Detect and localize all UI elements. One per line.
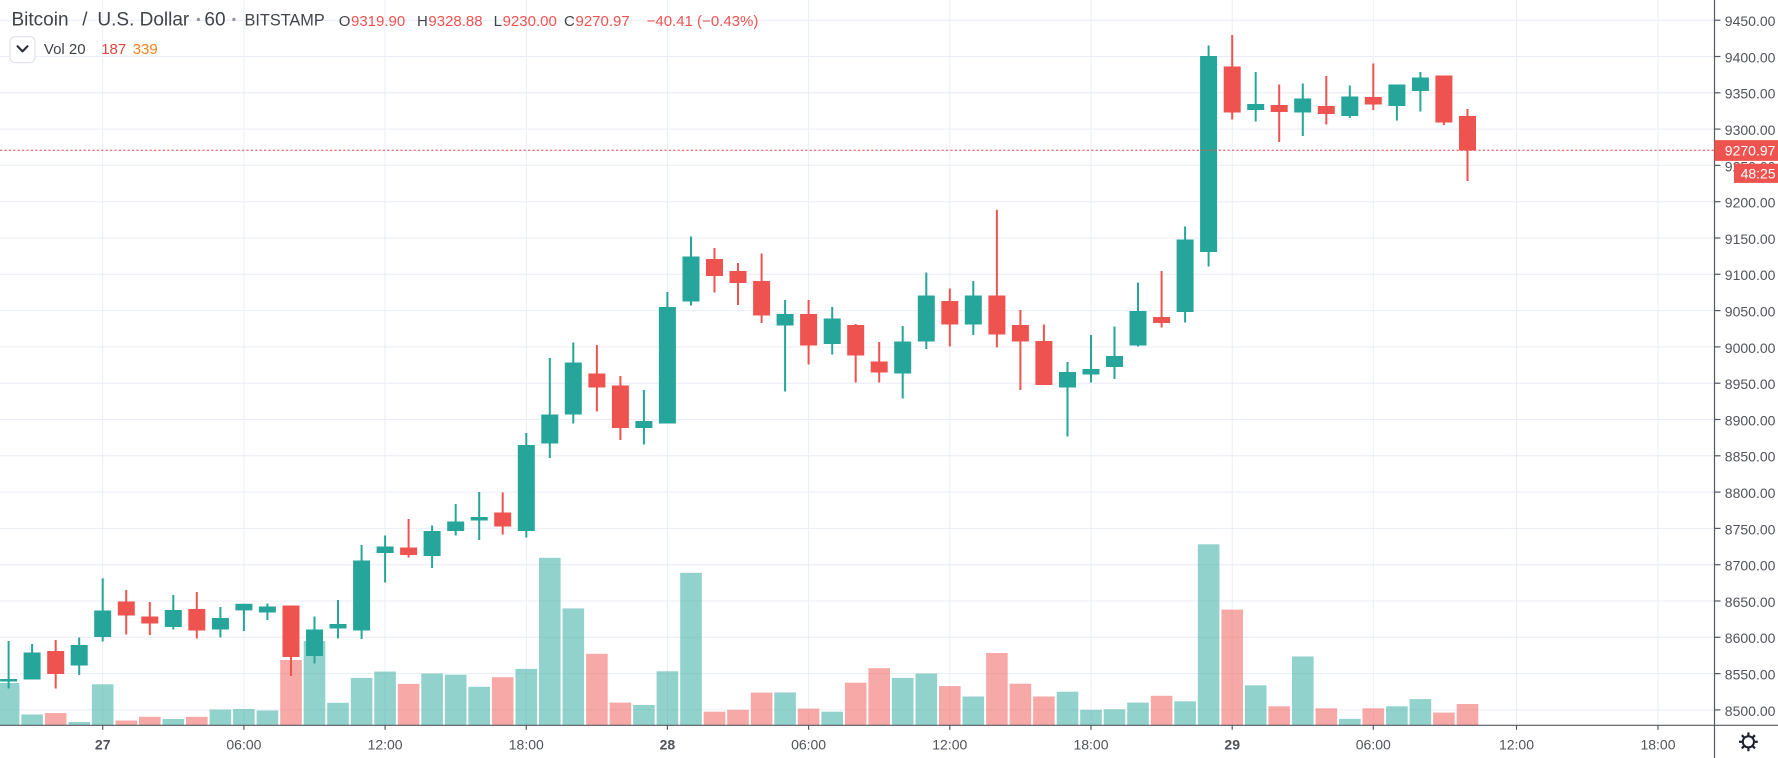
svg-text:9200.00: 9200.00 xyxy=(1725,195,1776,211)
svg-text:06:00: 06:00 xyxy=(791,737,826,753)
svg-text:O: O xyxy=(339,13,351,30)
svg-text:H: H xyxy=(417,13,428,30)
svg-text:8750.00: 8750.00 xyxy=(1725,521,1776,537)
svg-text:8600.00: 8600.00 xyxy=(1725,630,1776,646)
svg-text:/: / xyxy=(82,10,88,31)
svg-text:9270.97: 9270.97 xyxy=(1725,143,1776,159)
svg-text:9270.97: 9270.97 xyxy=(576,13,630,30)
svg-text:12:00: 12:00 xyxy=(1499,737,1534,753)
svg-text:C: C xyxy=(564,13,575,30)
svg-text:BITSTAMP: BITSTAMP xyxy=(245,12,325,30)
svg-text:Vol 20: Vol 20 xyxy=(44,41,86,58)
svg-text:28: 28 xyxy=(660,737,676,753)
svg-text:8850.00: 8850.00 xyxy=(1725,449,1776,465)
svg-text:8550.00: 8550.00 xyxy=(1725,667,1776,683)
svg-text:−40.41 (−0.43%): −40.41 (−0.43%) xyxy=(647,13,759,30)
svg-text:9230.00: 9230.00 xyxy=(503,13,557,30)
svg-text:06:00: 06:00 xyxy=(226,737,261,753)
svg-text:9350.00: 9350.00 xyxy=(1725,86,1776,102)
svg-text:8800.00: 8800.00 xyxy=(1725,485,1776,501)
svg-text:L: L xyxy=(494,13,502,30)
svg-text:8950.00: 8950.00 xyxy=(1725,376,1776,392)
svg-text:06:00: 06:00 xyxy=(1356,737,1391,753)
svg-text:8500.00: 8500.00 xyxy=(1725,703,1776,719)
svg-text:9450.00: 9450.00 xyxy=(1725,13,1776,29)
svg-text:18:00: 18:00 xyxy=(1640,737,1675,753)
svg-text:9319.90: 9319.90 xyxy=(351,13,405,30)
svg-text:8900.00: 8900.00 xyxy=(1725,412,1776,428)
svg-text:U.S. Dollar: U.S. Dollar xyxy=(97,10,190,31)
svg-text:9328.88: 9328.88 xyxy=(428,13,482,30)
svg-text:9150.00: 9150.00 xyxy=(1725,231,1776,247)
svg-text:27: 27 xyxy=(95,737,111,753)
svg-text:187: 187 xyxy=(101,41,126,58)
svg-text:8650.00: 8650.00 xyxy=(1725,594,1776,610)
svg-text:Bitcoin: Bitcoin xyxy=(12,10,69,31)
svg-text:8700.00: 8700.00 xyxy=(1725,558,1776,574)
svg-text:9000.00: 9000.00 xyxy=(1725,340,1776,356)
svg-text:9400.00: 9400.00 xyxy=(1725,49,1776,65)
svg-text:12:00: 12:00 xyxy=(932,737,967,753)
svg-text:339: 339 xyxy=(133,41,158,58)
svg-text:18:00: 18:00 xyxy=(509,737,544,753)
svg-text:29: 29 xyxy=(1224,737,1240,753)
svg-text:9100.00: 9100.00 xyxy=(1725,267,1776,283)
svg-text:12:00: 12:00 xyxy=(368,737,403,753)
svg-text:9050.00: 9050.00 xyxy=(1725,304,1776,320)
svg-text:9300.00: 9300.00 xyxy=(1725,122,1776,138)
svg-text:18:00: 18:00 xyxy=(1073,737,1108,753)
svg-text:48:25: 48:25 xyxy=(1741,166,1776,182)
svg-text:60: 60 xyxy=(204,10,225,31)
